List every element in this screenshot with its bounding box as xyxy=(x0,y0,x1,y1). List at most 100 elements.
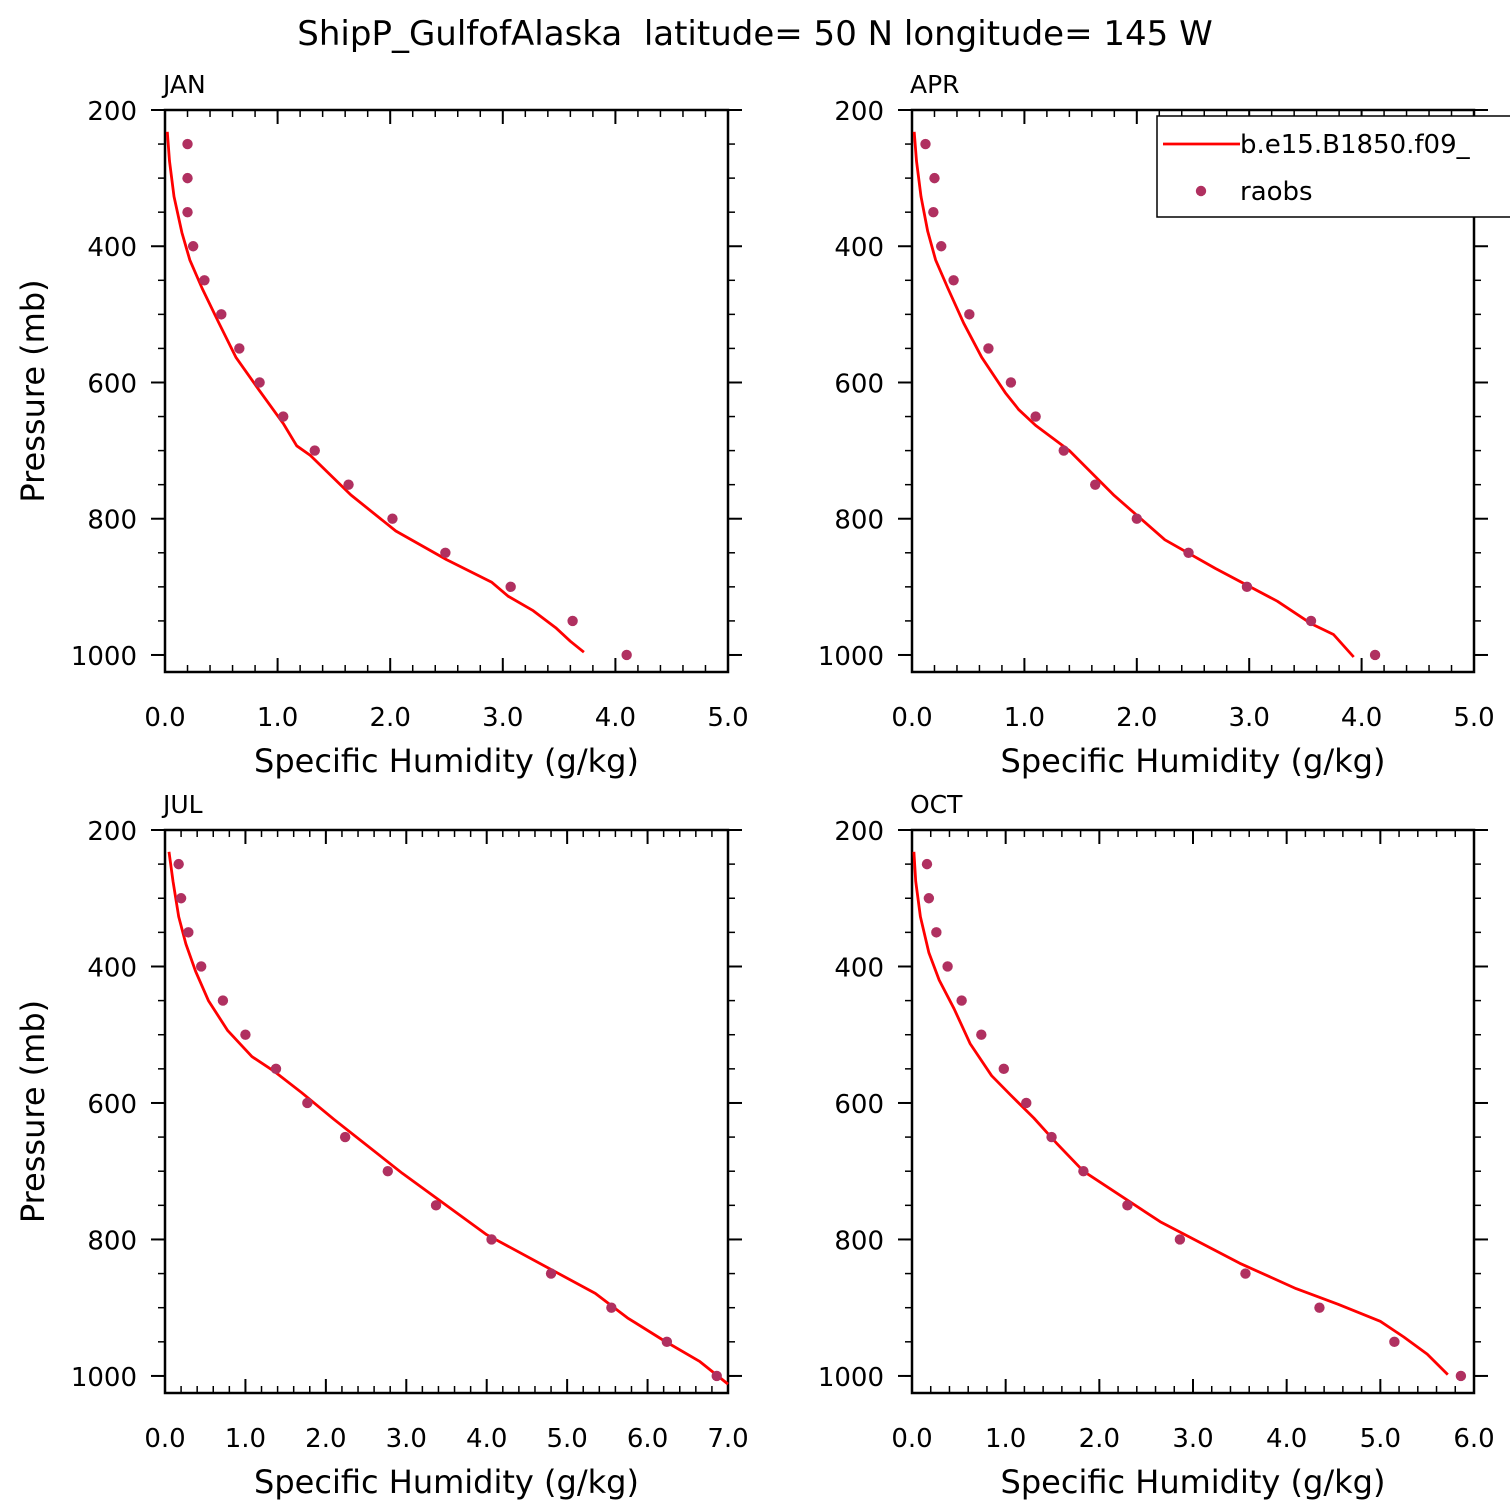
x-axis-label: Specific Humidity (g/kg) xyxy=(1001,742,1386,780)
y-tick-label: 200 xyxy=(87,97,137,127)
raobs-point xyxy=(921,858,933,870)
x-tick-label: 2.0 xyxy=(305,1424,346,1454)
raobs-point xyxy=(339,1131,351,1143)
raobs-point xyxy=(1389,1336,1400,1348)
raobs-point xyxy=(956,995,967,1006)
raobs-point xyxy=(1183,547,1194,558)
panel-label: OCT xyxy=(910,790,963,819)
x-tick-label: 5.0 xyxy=(1453,703,1494,733)
x-axis-label: Specific Humidity (g/kg) xyxy=(254,1463,639,1501)
x-tick-label: 6.0 xyxy=(1453,1424,1494,1454)
x-tick-label: 3.0 xyxy=(1172,1424,1213,1454)
panel-jan: 0.0 1.0 2.0 3.0 4.0 5.0 200 400 600 800 1000 JAN Spe… xyxy=(14,70,749,780)
y-tick-label: 600 xyxy=(87,1090,137,1120)
panel-label: JUL xyxy=(161,790,203,819)
model-series-line xyxy=(912,131,1355,658)
x-tick-label: 1.0 xyxy=(1004,703,1045,733)
x-axis-label: Specific Humidity (g/kg) xyxy=(254,742,639,780)
raobs-point xyxy=(217,995,229,1006)
x-tick-label: 4.0 xyxy=(466,1424,507,1454)
raobs-point xyxy=(1369,649,1381,661)
raobs-point xyxy=(976,1029,987,1040)
panels-group: 0.0 1.0 2.0 3.0 4.0 5.0 200 400 600 800 1000 JAN Spe… xyxy=(14,70,1495,1501)
raobs-point xyxy=(182,206,193,218)
x-tick-label: 5.0 xyxy=(546,1424,587,1454)
x-tick-label: 2.0 xyxy=(1079,1424,1120,1454)
raobs-point xyxy=(1058,445,1069,456)
x-tick-label: 1.0 xyxy=(225,1424,266,1454)
panel-oct: 0.0 1.0 2.0 3.0 4.0 5.0 6.0 200 400 600 800 1000 OCT… xyxy=(818,790,1495,1501)
raobs-point xyxy=(505,581,516,593)
raobs-point xyxy=(1305,615,1317,627)
y-axis-label: Pressure (mb) xyxy=(14,1000,52,1223)
raobs-point xyxy=(1122,1200,1133,1211)
raobs-point xyxy=(1046,1131,1057,1143)
raobs-point xyxy=(1005,377,1017,388)
x-tick-label: 2.0 xyxy=(370,703,411,733)
raobs-point xyxy=(942,961,953,972)
y-tick-label: 1000 xyxy=(818,1363,884,1393)
x-tick-label: 3.0 xyxy=(386,1424,427,1454)
raobs-point xyxy=(1078,1166,1089,1177)
raobs-point xyxy=(1314,1302,1325,1313)
y-axis-label: Pressure (mb) xyxy=(14,279,52,502)
legend-label-raobs: raobs xyxy=(1240,177,1313,207)
raobs-point xyxy=(309,445,320,456)
y-tick-label: 200 xyxy=(834,817,884,847)
raobs-point xyxy=(187,241,199,252)
x-tick-label: 1.0 xyxy=(257,703,298,733)
x-tick-label: 7.0 xyxy=(707,1424,748,1454)
raobs-point xyxy=(216,309,227,320)
y-tick-label: 400 xyxy=(834,233,884,263)
y-tick-label: 800 xyxy=(834,1226,884,1256)
raobs-point xyxy=(964,309,975,320)
legend-box xyxy=(1156,115,1510,218)
x-tick-label: 5.0 xyxy=(707,703,748,733)
x-tick-label: 1.0 xyxy=(985,1424,1026,1454)
raobs-point xyxy=(199,275,210,286)
raobs-point xyxy=(936,241,947,252)
raobs-point xyxy=(182,172,193,184)
raobs-point xyxy=(929,172,940,184)
x-tick-label: 0.0 xyxy=(891,1424,932,1454)
y-tick-label: 1000 xyxy=(71,642,137,672)
figure-title: ShipP_GulfofAlaska latitude= 50 N longit… xyxy=(297,14,1212,54)
raobs-point xyxy=(567,615,578,627)
raobs-point xyxy=(928,206,939,218)
y-tick-label: 800 xyxy=(87,506,137,536)
x-tick-label: 4.0 xyxy=(595,703,636,733)
raobs-point xyxy=(175,893,187,904)
raobs-point xyxy=(923,893,935,904)
panel-jul: 0.0 1.0 2.0 3.0 4.0 5.0 6.0 7.0 200 400 600 800 1000… xyxy=(14,790,749,1501)
raobs-point xyxy=(183,927,194,938)
y-tick-label: 800 xyxy=(87,1226,137,1256)
panel-label: APR xyxy=(910,70,960,99)
raobs-point xyxy=(430,1200,442,1211)
y-tick-label: 1000 xyxy=(818,642,884,672)
x-tick-label: 4.0 xyxy=(1341,703,1382,733)
x-tick-label: 3.0 xyxy=(482,703,523,733)
y-tick-label: 600 xyxy=(87,369,137,399)
raobs-point xyxy=(1021,1097,1032,1109)
model-series-line xyxy=(165,131,585,654)
raobs-point xyxy=(711,1370,722,1382)
x-tick-label: 4.0 xyxy=(1266,1424,1307,1454)
legend-group: b.e15.B1850.f09_raobs xyxy=(1156,115,1510,218)
y-tick-label: 400 xyxy=(834,953,884,983)
raobs-point xyxy=(270,1063,282,1075)
raobs-point xyxy=(1240,1268,1251,1279)
x-tick-label: 2.0 xyxy=(1116,703,1157,733)
raobs-point xyxy=(1174,1234,1186,1245)
raobs-point xyxy=(998,1063,1009,1075)
x-tick-label: 0.0 xyxy=(144,1424,185,1454)
raobs-point xyxy=(1090,479,1101,490)
raobs-point xyxy=(1241,581,1253,593)
raobs-point xyxy=(302,1097,313,1109)
raobs-point xyxy=(983,343,994,354)
raobs-point xyxy=(606,1302,617,1313)
y-tick-label: 800 xyxy=(834,506,884,536)
raobs-point xyxy=(931,927,942,938)
raobs-point xyxy=(440,547,451,558)
y-tick-label: 600 xyxy=(834,1090,884,1120)
